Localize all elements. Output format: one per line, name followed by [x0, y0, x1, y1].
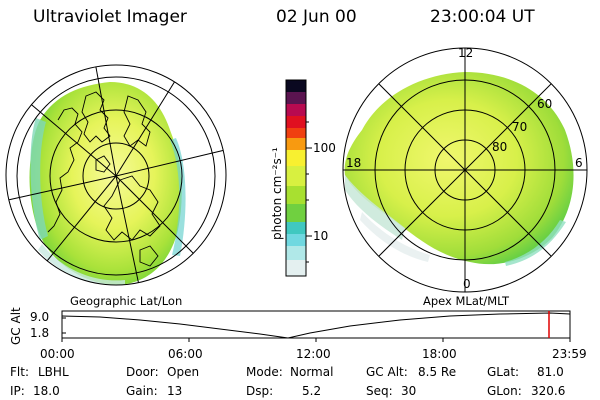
time-tick-0600: 06:00	[168, 347, 203, 361]
auroral-image-left	[29, 82, 186, 285]
altitude-strip	[61, 310, 571, 342]
mlt-label-0: 0	[463, 277, 471, 291]
mlt-label-18: 18	[346, 156, 362, 170]
altitude-tick-1.8: 1.8	[30, 326, 50, 340]
status-door-label: Door:	[126, 365, 159, 379]
instrument-title: Ultraviolet Imager	[33, 7, 187, 27]
status-mode-label: Mode:	[246, 365, 283, 379]
magnetic-caption: Apex MLat/MLT	[423, 294, 510, 308]
time-tick-1200: 12:00	[296, 347, 331, 361]
status-ip-label: IP:	[10, 384, 25, 398]
mlat-label-60: 60	[537, 97, 553, 111]
mlat-label-80: 80	[492, 140, 508, 154]
geographic-caption: Geographic Lat/Lon	[70, 294, 183, 308]
time-tick-1800: 18:00	[422, 347, 457, 361]
status-seq-value: 30	[401, 384, 417, 398]
status-gain-value: 13	[167, 384, 183, 398]
colorbar	[285, 79, 312, 277]
status-flt-value: LBHL	[38, 365, 69, 379]
magnetic-grid	[342, 47, 588, 293]
status-gcalt-value: 8.5 Re	[418, 365, 457, 379]
altitude-ylabel: GC Alt	[9, 307, 23, 345]
geographic-panel	[5, 64, 227, 286]
altitude-tick-9: 9.0	[30, 310, 50, 324]
altitude-curve	[61, 312, 571, 339]
mlat-label-70: 70	[512, 120, 528, 134]
status-glat-label: GLat:	[487, 365, 520, 379]
status-seq-label: Seq:	[366, 384, 393, 398]
status-glon-label: GLon:	[487, 384, 522, 398]
time-label: 23:00:04 UT	[430, 7, 535, 27]
status-dsp-label: Dsp:	[246, 384, 274, 398]
geographic-grid	[7, 65, 226, 285]
auroral-image-right	[344, 72, 574, 266]
status-gain-label: Gain:	[126, 384, 158, 398]
time-tick-2359: 23:59	[552, 347, 587, 361]
mlt-label-6: 6	[575, 156, 583, 170]
status-flt-label: Flt:	[10, 365, 29, 379]
colorbar-unit-label: photon cm⁻²s⁻¹	[270, 147, 284, 240]
colorbar-tick-10: 10	[313, 229, 329, 243]
magnetic-panel	[342, 47, 588, 293]
time-tick-0000: 00:00	[40, 347, 75, 361]
status-dsp-value: 5.2	[302, 384, 322, 398]
mlt-label-12: 12	[458, 46, 474, 60]
status-ip-value: 18.0	[33, 384, 60, 398]
status-glat-value: 81.0	[537, 365, 564, 379]
status-gcalt-label: GC Alt:	[366, 365, 408, 379]
status-glon-value: 320.6	[531, 384, 566, 398]
date-label: 02 Jun 00	[276, 7, 357, 27]
status-door-value: Open	[167, 365, 200, 379]
status-mode-value: Normal	[290, 365, 334, 379]
colorbar-tick-100: 100	[313, 141, 336, 155]
